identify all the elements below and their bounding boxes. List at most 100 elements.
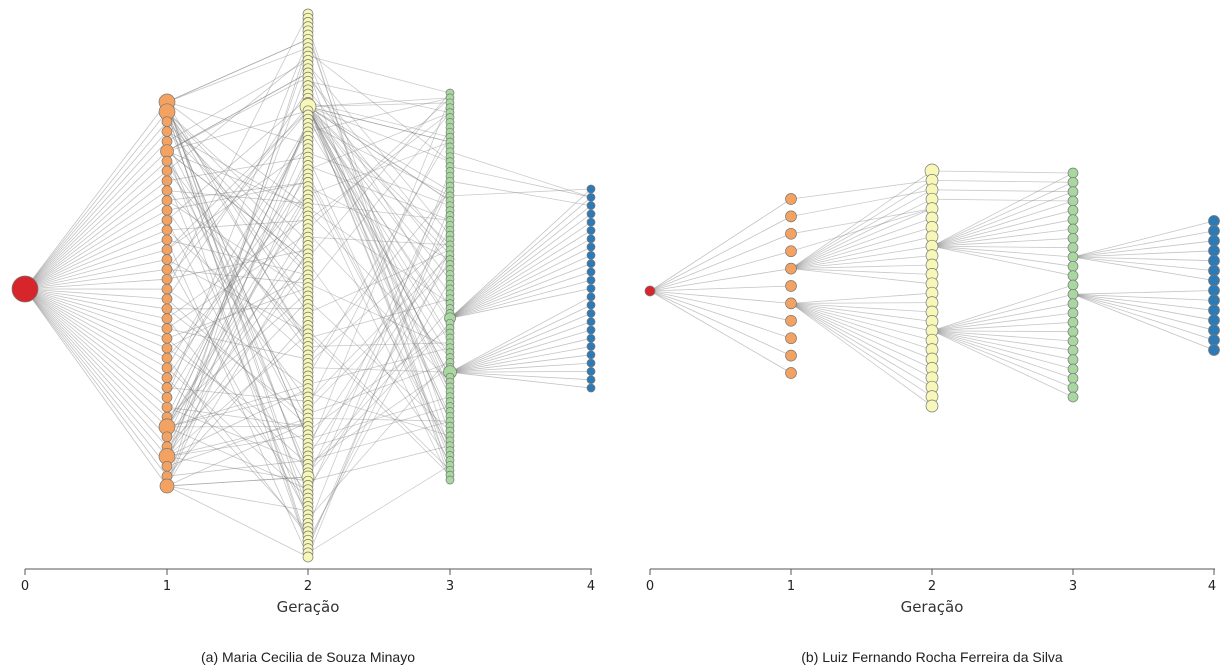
edge-a-0-1 — [24, 190, 168, 290]
edge-b-1-2 — [790, 208, 933, 269]
node-a-gen4 — [586, 234, 596, 244]
edge-b-1-2 — [790, 303, 933, 397]
edge-a-3-4 — [449, 346, 592, 373]
edge-a-2-3 — [307, 308, 451, 469]
edge-a-1-2 — [166, 111, 309, 440]
edge-b-1-2 — [790, 302, 933, 304]
edge-a-0-1 — [24, 288, 168, 300]
edge-b-0-1 — [649, 198, 792, 292]
edge-a-2-3 — [307, 445, 451, 482]
edge-a-0-1 — [24, 288, 168, 408]
edge-a-2-3 — [307, 55, 451, 94]
node-a-gen4 — [586, 184, 596, 194]
edge-b-1-2 — [790, 170, 933, 269]
node-b-gen3 — [1067, 270, 1079, 282]
edge-a-3-4 — [449, 296, 592, 373]
edge-a-2-3 — [307, 182, 451, 481]
edge-a-2-3 — [307, 106, 451, 417]
edge-a-1-2 — [166, 111, 309, 549]
panel-b-edges — [649, 170, 1215, 407]
edge-a-1-2 — [166, 259, 309, 335]
edge-a-1-2 — [166, 434, 309, 457]
edge-b-2-3 — [931, 245, 1074, 267]
edge-a-1-2 — [166, 298, 309, 427]
node-a-gen1 — [161, 382, 173, 393]
edge-a-2-3 — [307, 347, 451, 385]
edge-a-2-3 — [307, 106, 451, 162]
edge-a-2-3 — [307, 173, 451, 446]
node-a-gen4 — [586, 367, 596, 376]
edge-a-1-2 — [166, 55, 309, 172]
edge-a-2-3 — [307, 34, 451, 451]
edge-b-1-2 — [790, 217, 933, 269]
edge-a-2-3 — [307, 205, 451, 558]
edge-b-2-3 — [931, 209, 1074, 247]
node-a-gen4 — [586, 209, 596, 219]
edge-a-2-3 — [307, 112, 451, 171]
edge-a-1-2 — [166, 165, 309, 487]
edge-a-1-2 — [166, 110, 309, 152]
edge-b-0-1 — [649, 233, 792, 292]
edge-a-1-2 — [166, 210, 309, 402]
edge-a-2-3 — [307, 106, 451, 378]
edge-b-3-4 — [1072, 220, 1215, 258]
edge-a-1-2 — [166, 384, 309, 428]
edge-a-3-4 — [449, 151, 592, 198]
edge-a-1-2 — [166, 156, 309, 182]
edge-a-1-2 — [166, 459, 309, 477]
node-a-gen1 — [161, 323, 173, 334]
node-a-gen4 — [586, 217, 596, 227]
panel-a-caption: (a) Maria Cecilia de Souza Minayo — [201, 649, 415, 665]
node-b-gen3 — [1067, 298, 1079, 310]
edge-b-3-4 — [1072, 293, 1215, 351]
edge-b-0-1 — [649, 268, 792, 292]
edge-b-2-3 — [931, 200, 1074, 247]
panel-a-tick-label-3: 3 — [446, 579, 454, 594]
edge-a-1-2 — [166, 68, 309, 457]
edge-a-1-2 — [166, 131, 309, 213]
edge-a-1-2 — [166, 111, 309, 440]
edge-b-1-2 — [790, 208, 933, 235]
edge-a-1-2 — [166, 219, 309, 231]
edge-a-1-2 — [166, 347, 309, 444]
edge-a-2-3 — [307, 329, 451, 471]
edge-b-2-3 — [931, 321, 1074, 332]
edge-a-3-4 — [449, 230, 592, 319]
node-a-gen1 — [161, 195, 173, 206]
edge-a-0-1 — [24, 150, 168, 290]
edge-a-1-2 — [166, 151, 309, 549]
edge-b-2-3 — [931, 312, 1074, 332]
node-a-gen4 — [586, 275, 596, 285]
edge-a-2-3 — [307, 80, 451, 113]
node-a-gen4 — [586, 375, 596, 385]
edge-a-2-3 — [307, 106, 451, 246]
edge-a-1-2 — [166, 165, 309, 378]
edge-a-3-4 — [449, 246, 592, 319]
node-a-gen1 — [161, 352, 173, 364]
edge-a-1-2 — [166, 101, 309, 482]
node-a-gen1 — [161, 214, 173, 226]
edge-a-2-3 — [307, 254, 451, 402]
node-b-gen2 — [925, 399, 939, 413]
node-a-gen4 — [586, 350, 596, 360]
panel-a-nodes — [11, 8, 596, 563]
edge-a-2-3 — [307, 112, 451, 221]
edge-a-1-2 — [166, 266, 309, 457]
node-b-gen3 — [1067, 242, 1079, 254]
edge-a-0-1 — [24, 200, 168, 290]
edge-a-1-2 — [166, 106, 309, 270]
node-a-gen4 — [586, 317, 596, 327]
edge-a-2-3 — [307, 112, 451, 288]
edge-a-1-2 — [166, 156, 309, 437]
edge-a-1-2 — [166, 232, 309, 329]
edge-a-1-2 — [166, 190, 309, 204]
edge-a-3-4 — [449, 371, 592, 373]
edge-a-1-2 — [166, 180, 309, 520]
node-b-gen1 — [785, 349, 797, 362]
edge-a-2-3 — [307, 239, 451, 364]
node-b-gen1 — [785, 210, 797, 223]
edge-a-0-1 — [24, 180, 168, 290]
edge-a-2-3 — [307, 417, 451, 422]
edge-b-2-3 — [931, 330, 1074, 389]
edge-a-0-1 — [24, 239, 168, 290]
